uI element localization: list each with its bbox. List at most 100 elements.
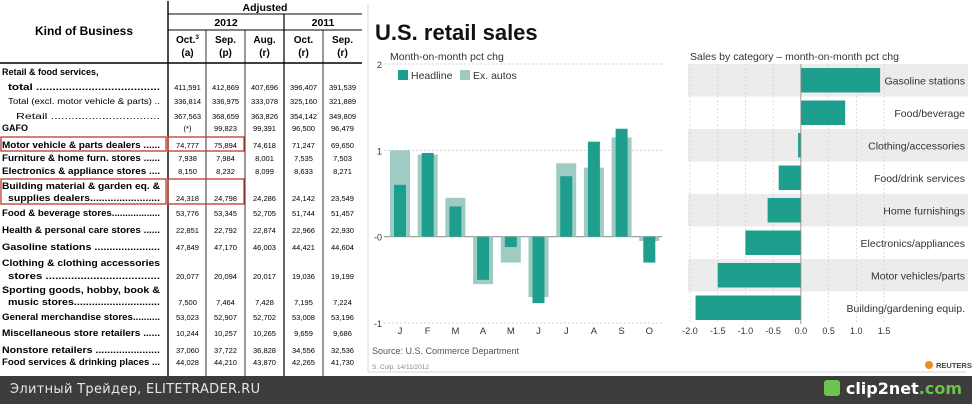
table-column-subheader: (r) bbox=[298, 48, 309, 59]
table-cell-value: 8,099 bbox=[255, 167, 274, 176]
table-row-label: Gasoline stations ...................... bbox=[2, 242, 160, 252]
table-cell-value: 407,696 bbox=[251, 83, 278, 92]
legend-ex-autos-label: Ex. autos bbox=[473, 70, 517, 82]
table-cell-value: 9,686 bbox=[333, 329, 352, 338]
table-cell-value: 325,160 bbox=[290, 97, 317, 106]
category-label: Motor vehicles/parts bbox=[871, 270, 965, 282]
table-row-label: Clothing & clothing accessories bbox=[2, 258, 160, 268]
headline-bar bbox=[587, 141, 600, 237]
table-row-label: Food services & drinking places ... bbox=[2, 357, 160, 367]
table-column-header: Oct.3 bbox=[176, 34, 199, 46]
highlight-box-motor-values bbox=[167, 136, 245, 152]
table-kind-header: Kind of Business bbox=[35, 24, 133, 38]
category-bar bbox=[800, 68, 881, 93]
table-row-label: Motor vehicle & parts dealers ...... bbox=[2, 140, 160, 150]
table-row-label: Miscellaneous store retailers ...... bbox=[2, 328, 160, 338]
table-cell-value: 8,150 bbox=[178, 167, 197, 176]
table-cell-value: 321,889 bbox=[329, 97, 356, 106]
clip2net-brand: clip2net bbox=[845, 379, 919, 398]
category-x-tick-label: 1.5 bbox=[878, 326, 891, 336]
table-cell-value: 9,659 bbox=[294, 329, 313, 338]
table-cell-value: 99,391 bbox=[253, 124, 276, 133]
month-label: A bbox=[480, 326, 487, 337]
table-column-subheader: (a) bbox=[181, 48, 193, 59]
table-row-label: music stores............................… bbox=[8, 297, 160, 307]
table-cell-value: 19,036 bbox=[292, 272, 315, 281]
headline-bar bbox=[477, 236, 490, 280]
table-cell-value: 99,823 bbox=[214, 124, 237, 133]
table-column-header: Oct. bbox=[294, 35, 314, 46]
headline-bar bbox=[643, 236, 656, 263]
reuters-logo-icon bbox=[925, 361, 933, 369]
category-bar bbox=[800, 100, 846, 125]
table-cell-value: 52,907 bbox=[214, 313, 237, 322]
table-cell-value: (*) bbox=[184, 124, 192, 133]
table-row-label: Retail & food services, bbox=[2, 67, 99, 77]
table-cell-value: 22,792 bbox=[214, 226, 237, 235]
table-cell-value: 19,199 bbox=[331, 272, 354, 281]
clip2net-badge[interactable]: clip2net.com bbox=[823, 379, 962, 398]
category-x-tick-label: -1.0 bbox=[738, 326, 754, 336]
headline-bar bbox=[394, 184, 406, 237]
category-label: Gasoline stations bbox=[884, 75, 965, 87]
table-cell-value: 74,618 bbox=[253, 141, 276, 150]
table-row-label: Electronics & appliance stores .... bbox=[2, 166, 160, 176]
table-cell-value: 96,500 bbox=[292, 124, 315, 133]
table-cell-value: 44,210 bbox=[214, 358, 237, 367]
table-cell-value: 36,828 bbox=[253, 346, 276, 355]
table-cell-value: 52,702 bbox=[253, 313, 276, 322]
headline-bar bbox=[560, 176, 573, 237]
table-column-header: Aug. bbox=[253, 35, 275, 46]
retail-sales-table: Adjusted 2012 2011 Kind of Business Oct.3 (a)… bbox=[0, 0, 362, 376]
table-cell-value: 7,938 bbox=[178, 154, 197, 163]
table-cell-value: 47,849 bbox=[176, 243, 199, 252]
table-cell-value: 10,257 bbox=[214, 329, 237, 338]
table-cell-value: 24,142 bbox=[292, 194, 315, 203]
table-cell-value: 37,722 bbox=[214, 346, 237, 355]
category-label: Building/gardening equip. bbox=[846, 303, 965, 315]
table-cell-value: 10,265 bbox=[253, 329, 276, 338]
month-label: O bbox=[646, 326, 653, 337]
table-cell-value: 22,966 bbox=[292, 226, 315, 235]
table-cell-value: 20,094 bbox=[214, 272, 237, 281]
table-cell-value: 7,500 bbox=[178, 298, 197, 307]
table-cell-value: 32,536 bbox=[331, 346, 354, 355]
monthly-y-tick-label: 1 bbox=[377, 146, 382, 156]
table-cell-value: 22,930 bbox=[331, 226, 354, 235]
table-year-2012: 2012 bbox=[214, 17, 238, 29]
watermark-bar: Элитный Трейдер, ELITETRADER.RU clip2net… bbox=[0, 376, 972, 404]
headline-bar bbox=[449, 206, 462, 237]
table-cell-value: 412,869 bbox=[212, 83, 239, 92]
table-row-label: GAFO bbox=[2, 123, 28, 133]
table-cell-value: 44,421 bbox=[292, 243, 315, 252]
table-row-label: Total (excl. motor vehicle & parts) .. bbox=[8, 97, 160, 106]
reuters-label: REUTERS bbox=[936, 361, 972, 370]
category-label: Clothing/accessories bbox=[868, 140, 965, 152]
category-bar bbox=[717, 263, 801, 288]
table-row-label: Nonstore retailers .....................… bbox=[2, 345, 160, 355]
month-label: M bbox=[451, 326, 459, 337]
category-bar bbox=[798, 133, 801, 158]
table-cell-value: 42,265 bbox=[292, 358, 315, 367]
table-cell-value: 368,659 bbox=[212, 112, 239, 121]
table-cell-value: 96,479 bbox=[331, 124, 354, 133]
table-column-subheader: (r) bbox=[337, 48, 348, 59]
table-cell-value: 46,003 bbox=[253, 243, 276, 252]
table-cell-value: 44,604 bbox=[331, 243, 354, 252]
table-cell-value: 75,894 bbox=[214, 141, 237, 150]
table-cell-value: 354,142 bbox=[290, 112, 317, 121]
table-cell-value: 7,984 bbox=[216, 154, 235, 163]
table-cell-value: 24,798 bbox=[214, 194, 237, 203]
table-column-subheader: (r) bbox=[259, 48, 270, 59]
month-label: J bbox=[564, 326, 569, 337]
table-cell-value: 23,549 bbox=[331, 194, 354, 203]
category-bar bbox=[778, 165, 801, 190]
legend-headline-label: Headline bbox=[411, 70, 453, 82]
table-cell-value: 52,705 bbox=[253, 209, 276, 218]
category-x-tick-label: -1.5 bbox=[710, 326, 726, 336]
table-cell-value: 336,814 bbox=[174, 97, 201, 106]
month-label: J bbox=[536, 326, 541, 337]
category-x-tick-label: 0.0 bbox=[795, 326, 808, 336]
chart-background bbox=[362, 0, 972, 376]
